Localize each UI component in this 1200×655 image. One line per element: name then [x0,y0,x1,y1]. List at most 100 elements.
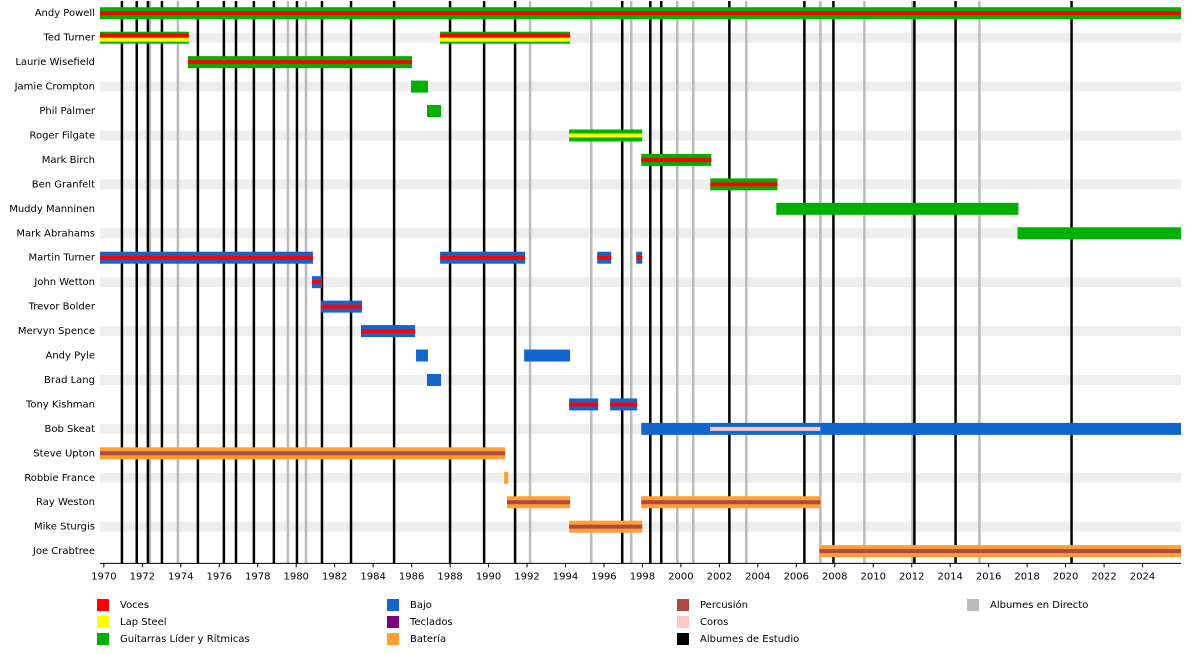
role-stripe [440,37,571,42]
x-tick-label: 2000 [668,571,693,582]
legend-label: Coros [700,617,728,628]
x-tick-label: 1978 [245,571,270,582]
member-bar [776,202,1019,215]
member-name: Ben Granfelt [32,179,95,190]
legend-label: Percusión [700,599,748,611]
x-tick-label: 1994 [553,571,578,582]
member-name: Phil Palmer [39,106,95,117]
role-stripe [507,500,571,505]
x-tick-label: 2004 [745,571,770,582]
member-name: Bob Skeat [45,424,96,435]
member-name: Roger Filgate [29,130,95,141]
legend-label: Teclados [409,617,453,628]
member-bar [1017,227,1181,240]
x-tick-label: 2006 [784,571,809,582]
x-tick-label: 1998 [630,571,655,582]
member-name: Mervyn Spence [18,326,95,337]
legend-label: Batería [410,633,446,645]
role-stripe [636,255,643,260]
row-band [100,179,1181,190]
row-band [100,228,1181,239]
role-stripe [440,33,571,38]
member-bar [504,471,509,484]
legend-label: Guitarras Líder y Rítmicas [120,633,250,645]
legend-swatch [387,616,399,628]
x-tick-label: 1982 [322,571,347,582]
x-tick-label: 1992 [514,571,539,582]
legend-swatch [677,616,689,628]
x-tick-label: 1996 [591,571,616,582]
member-name: Brad Lang [44,375,95,386]
member-bar [426,373,442,386]
member-name: Tony Kishman [25,399,95,410]
role-stripe [597,255,612,260]
member-bar [426,105,442,118]
row-band [100,374,1181,385]
x-tick-label: 2012 [899,571,924,582]
legend-label: Bajo [410,600,432,611]
role-stripe [311,280,322,285]
x-tick-label: 1972 [130,571,155,582]
legend-label: Voces [120,600,149,611]
member-bar [820,422,1181,435]
x-tick-label: 1976 [207,571,232,582]
legend-label: Albumes de Estudio [700,634,799,645]
member-name: Andy Powell [35,8,95,19]
x-tick-label: 2020 [1053,571,1078,582]
x-tick-label: 1980 [283,571,308,582]
legend-swatch [387,633,399,645]
member-name: Mike Sturgis [34,522,95,533]
member-name: Joe Crabtree [32,546,95,557]
role-stripe [100,11,1181,16]
legend-swatch [97,599,109,611]
x-tick-label: 2018 [1014,571,1039,582]
role-stripe [440,255,526,260]
member-name: Mark Birch [42,155,95,166]
member-name: John Wetton [33,277,95,288]
row-band [100,472,1181,483]
x-tick-label: 2014 [937,571,962,582]
row-band [100,81,1181,92]
x-tick-label: 1970 [91,571,116,582]
role-stripe [569,402,599,407]
member-name: Robbie France [24,473,95,484]
legend-swatch [97,633,109,645]
role-stripe [187,60,412,65]
legend-label: Albumes en Directo [990,600,1088,611]
row-band [100,326,1181,337]
row-band [100,277,1181,288]
x-tick-label: 1990 [476,571,501,582]
member-name: Jamie Crompton [14,82,95,93]
role-stripe [569,133,643,138]
x-tick-label: 2010 [861,571,886,582]
role-stripe [100,33,189,38]
member-name: Ted Turner [42,33,95,44]
role-stripe [710,182,778,187]
member-name: Laurie Wisefield [15,57,95,68]
row-band [100,423,1181,434]
legend-label: Lap Steel [120,617,167,628]
x-tick-label: 1986 [399,571,424,582]
member-bar [524,349,571,362]
role-stripe [569,524,643,529]
row-band [100,32,1181,43]
member-bar [411,80,428,93]
legend-swatch [387,599,399,611]
legend-swatch [677,633,689,645]
role-stripe [100,255,313,260]
member-name: Steve Upton [33,448,95,459]
x-tick-label: 1974 [168,571,193,582]
role-stripe [641,500,821,505]
member-name: Martin Turner [28,253,95,264]
role-stripe [610,402,638,407]
legend-swatch [967,599,979,611]
legend-swatch [97,616,109,628]
x-tick-label: 1984 [360,571,385,582]
member-name: Ray Weston [36,497,95,508]
member-name: Andy Pyle [45,351,95,362]
x-tick-label: 2022 [1091,571,1116,582]
x-tick-label: 2008 [822,571,847,582]
member-name: Trevor Bolder [28,302,96,313]
